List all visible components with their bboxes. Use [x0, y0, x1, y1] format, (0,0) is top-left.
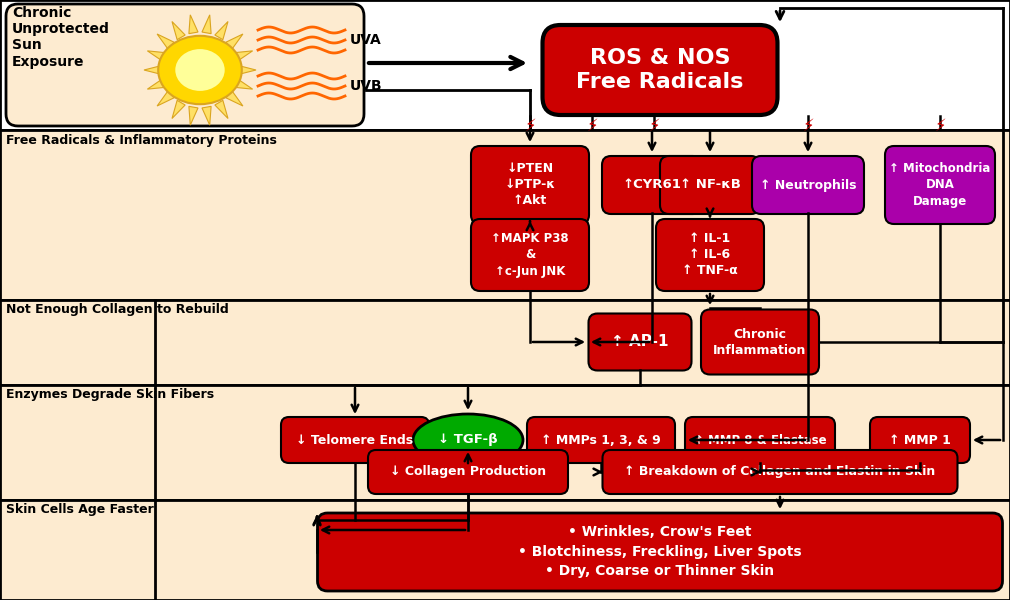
Text: Not Enough Collagen to Rebuild: Not Enough Collagen to Rebuild [6, 303, 228, 316]
FancyBboxPatch shape [870, 417, 970, 463]
Text: ⚡: ⚡ [802, 117, 814, 135]
Text: Chronic
Unprotected
Sun
Exposure: Chronic Unprotected Sun Exposure [12, 6, 110, 68]
FancyBboxPatch shape [281, 417, 429, 463]
FancyBboxPatch shape [471, 219, 589, 291]
Text: Free Radicals & Inflammatory Proteins: Free Radicals & Inflammatory Proteins [6, 134, 277, 147]
Text: ↑ Mitochondria
DNA
Damage: ↑ Mitochondria DNA Damage [890, 163, 991, 208]
Polygon shape [226, 34, 242, 49]
Text: ↑ IL-1
↑ IL-6
↑ TNF-α: ↑ IL-1 ↑ IL-6 ↑ TNF-α [682, 232, 738, 277]
Polygon shape [172, 100, 185, 118]
FancyBboxPatch shape [701, 310, 819, 374]
Text: ↑ MMPs 1, 3, & 9: ↑ MMPs 1, 3, & 9 [541, 433, 661, 446]
Text: ⚡: ⚡ [934, 117, 945, 135]
FancyBboxPatch shape [685, 417, 835, 463]
Polygon shape [189, 106, 198, 125]
Text: ↑ MMP 1: ↑ MMP 1 [889, 433, 951, 446]
Polygon shape [202, 106, 211, 125]
Ellipse shape [159, 36, 241, 104]
Bar [0, 385, 1010, 500]
Polygon shape [226, 91, 242, 106]
Text: UVA: UVA [350, 33, 382, 47]
FancyBboxPatch shape [656, 219, 764, 291]
Polygon shape [189, 15, 198, 34]
Text: ↓ TGF-β: ↓ TGF-β [438, 433, 498, 446]
Text: ↓ Collagen Production: ↓ Collagen Production [390, 466, 546, 479]
Polygon shape [158, 91, 174, 106]
Text: ↓PTEN
↓PTP-κ
↑Akt: ↓PTEN ↓PTP-κ ↑Akt [505, 163, 556, 208]
Text: ↑ MMP 8 & Elastase: ↑ MMP 8 & Elastase [694, 433, 826, 446]
Text: ↑CYR61: ↑CYR61 [622, 179, 682, 191]
Text: ↓ Telomere Ends: ↓ Telomere Ends [297, 433, 413, 446]
Polygon shape [158, 34, 174, 49]
Bar [0, 300, 1010, 385]
Polygon shape [237, 65, 256, 74]
Polygon shape [202, 15, 211, 34]
Text: UVB: UVB [350, 79, 383, 93]
Text: Chronic
Inflammation: Chronic Inflammation [713, 328, 807, 356]
Text: Skin Cells Age Faster: Skin Cells Age Faster [6, 503, 154, 516]
Bar [0, 500, 1010, 600]
FancyBboxPatch shape [752, 156, 864, 214]
FancyBboxPatch shape [471, 146, 589, 224]
Polygon shape [215, 100, 228, 118]
FancyBboxPatch shape [368, 450, 568, 494]
FancyBboxPatch shape [885, 146, 995, 224]
FancyBboxPatch shape [660, 156, 760, 214]
Polygon shape [147, 51, 166, 61]
Text: ↑ Breakdown of Collagen and Elastin in Skin: ↑ Breakdown of Collagen and Elastin in S… [624, 466, 935, 479]
Text: ↑ NF-κB: ↑ NF-κB [680, 179, 740, 191]
Polygon shape [147, 79, 166, 89]
FancyBboxPatch shape [317, 513, 1003, 591]
FancyBboxPatch shape [589, 313, 692, 370]
Text: ⚡: ⚡ [586, 117, 598, 135]
FancyBboxPatch shape [603, 450, 957, 494]
Text: ⚡: ⚡ [648, 117, 660, 135]
FancyBboxPatch shape [602, 156, 702, 214]
Text: • Wrinkles, Crow's Feet
• Blotchiness, Freckling, Liver Spots
• Dry, Coarse or T: • Wrinkles, Crow's Feet • Blotchiness, F… [518, 526, 802, 578]
FancyBboxPatch shape [527, 417, 675, 463]
Text: ROS & NOS
Free Radicals: ROS & NOS Free Radicals [577, 47, 743, 92]
Bar [0, 130, 1010, 300]
Text: Enzymes Degrade Skin Fibers: Enzymes Degrade Skin Fibers [6, 388, 214, 401]
FancyBboxPatch shape [542, 25, 778, 115]
Text: ⚡: ⚡ [524, 117, 536, 135]
Polygon shape [234, 51, 252, 61]
Polygon shape [144, 65, 163, 74]
Bar [0, 0, 1010, 130]
Polygon shape [234, 79, 252, 89]
Text: ↑MAPK P38
&
↑c-Jun JNK: ↑MAPK P38 & ↑c-Jun JNK [491, 232, 569, 277]
Polygon shape [215, 22, 228, 40]
Polygon shape [172, 22, 185, 40]
Text: ↑ AP-1: ↑ AP-1 [611, 335, 669, 349]
FancyBboxPatch shape [6, 4, 364, 126]
Text: ↑ Neutrophils: ↑ Neutrophils [760, 179, 856, 191]
Ellipse shape [176, 49, 224, 91]
Ellipse shape [413, 414, 523, 466]
